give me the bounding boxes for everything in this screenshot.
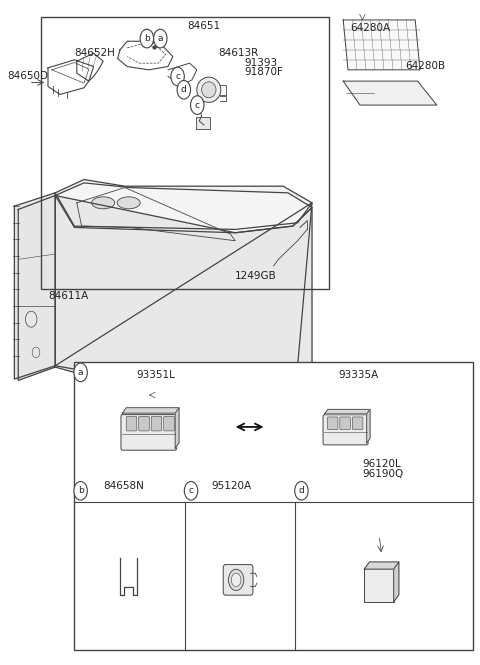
- Circle shape: [177, 80, 191, 99]
- Text: 96120L: 96120L: [362, 459, 401, 469]
- Text: 84611A: 84611A: [48, 291, 88, 301]
- Text: 84652H: 84652H: [74, 48, 115, 58]
- Polygon shape: [175, 408, 179, 448]
- Text: 84651: 84651: [187, 21, 220, 31]
- Text: c: c: [189, 486, 193, 495]
- Text: 84650D: 84650D: [7, 71, 48, 81]
- Bar: [74, 362, 473, 650]
- Polygon shape: [343, 81, 437, 105]
- Text: 64280A: 64280A: [350, 23, 391, 33]
- Polygon shape: [18, 196, 55, 380]
- Polygon shape: [394, 562, 399, 602]
- Text: b: b: [78, 486, 84, 495]
- Bar: [364, 569, 394, 602]
- FancyBboxPatch shape: [126, 416, 137, 431]
- Circle shape: [295, 481, 308, 500]
- Text: 91393: 91393: [245, 59, 278, 68]
- Polygon shape: [14, 193, 55, 379]
- FancyBboxPatch shape: [164, 416, 174, 431]
- Ellipse shape: [117, 197, 140, 209]
- Text: a: a: [157, 34, 163, 43]
- Text: 95120A: 95120A: [211, 481, 252, 491]
- Text: 1249GB: 1249GB: [235, 271, 277, 281]
- Text: 64280B: 64280B: [406, 61, 446, 71]
- Circle shape: [140, 29, 154, 48]
- Text: b: b: [144, 34, 150, 43]
- FancyBboxPatch shape: [151, 416, 162, 431]
- Text: a: a: [78, 368, 84, 377]
- FancyBboxPatch shape: [352, 417, 363, 430]
- FancyBboxPatch shape: [121, 414, 177, 450]
- Text: 84613R: 84613R: [218, 48, 259, 58]
- Polygon shape: [55, 203, 312, 369]
- Bar: [196, 117, 210, 129]
- Text: d: d: [181, 85, 187, 94]
- FancyBboxPatch shape: [323, 415, 368, 445]
- FancyBboxPatch shape: [223, 565, 253, 595]
- Circle shape: [171, 67, 184, 86]
- Polygon shape: [324, 410, 370, 414]
- Polygon shape: [55, 196, 312, 372]
- Polygon shape: [55, 183, 312, 233]
- Text: 84658N: 84658N: [103, 481, 144, 491]
- Ellipse shape: [197, 77, 221, 102]
- Text: 96190Q: 96190Q: [362, 469, 404, 479]
- Text: c: c: [175, 72, 180, 81]
- Circle shape: [154, 29, 167, 48]
- Text: c: c: [195, 100, 200, 110]
- FancyBboxPatch shape: [340, 417, 350, 430]
- Circle shape: [74, 481, 87, 500]
- FancyBboxPatch shape: [327, 417, 338, 430]
- Text: 93351L: 93351L: [137, 370, 176, 380]
- Circle shape: [231, 573, 241, 587]
- Circle shape: [191, 96, 204, 114]
- Text: 93335A: 93335A: [338, 370, 379, 380]
- Text: d: d: [299, 486, 304, 495]
- Polygon shape: [122, 408, 179, 413]
- Circle shape: [74, 363, 87, 382]
- FancyBboxPatch shape: [139, 416, 149, 431]
- Polygon shape: [367, 410, 370, 443]
- Polygon shape: [364, 562, 399, 569]
- Ellipse shape: [202, 82, 216, 98]
- Polygon shape: [55, 180, 312, 229]
- Bar: [41, 17, 329, 289]
- Ellipse shape: [92, 197, 115, 209]
- Text: 91870F: 91870F: [245, 67, 284, 77]
- Circle shape: [228, 569, 244, 591]
- Circle shape: [184, 481, 198, 500]
- Polygon shape: [343, 20, 420, 70]
